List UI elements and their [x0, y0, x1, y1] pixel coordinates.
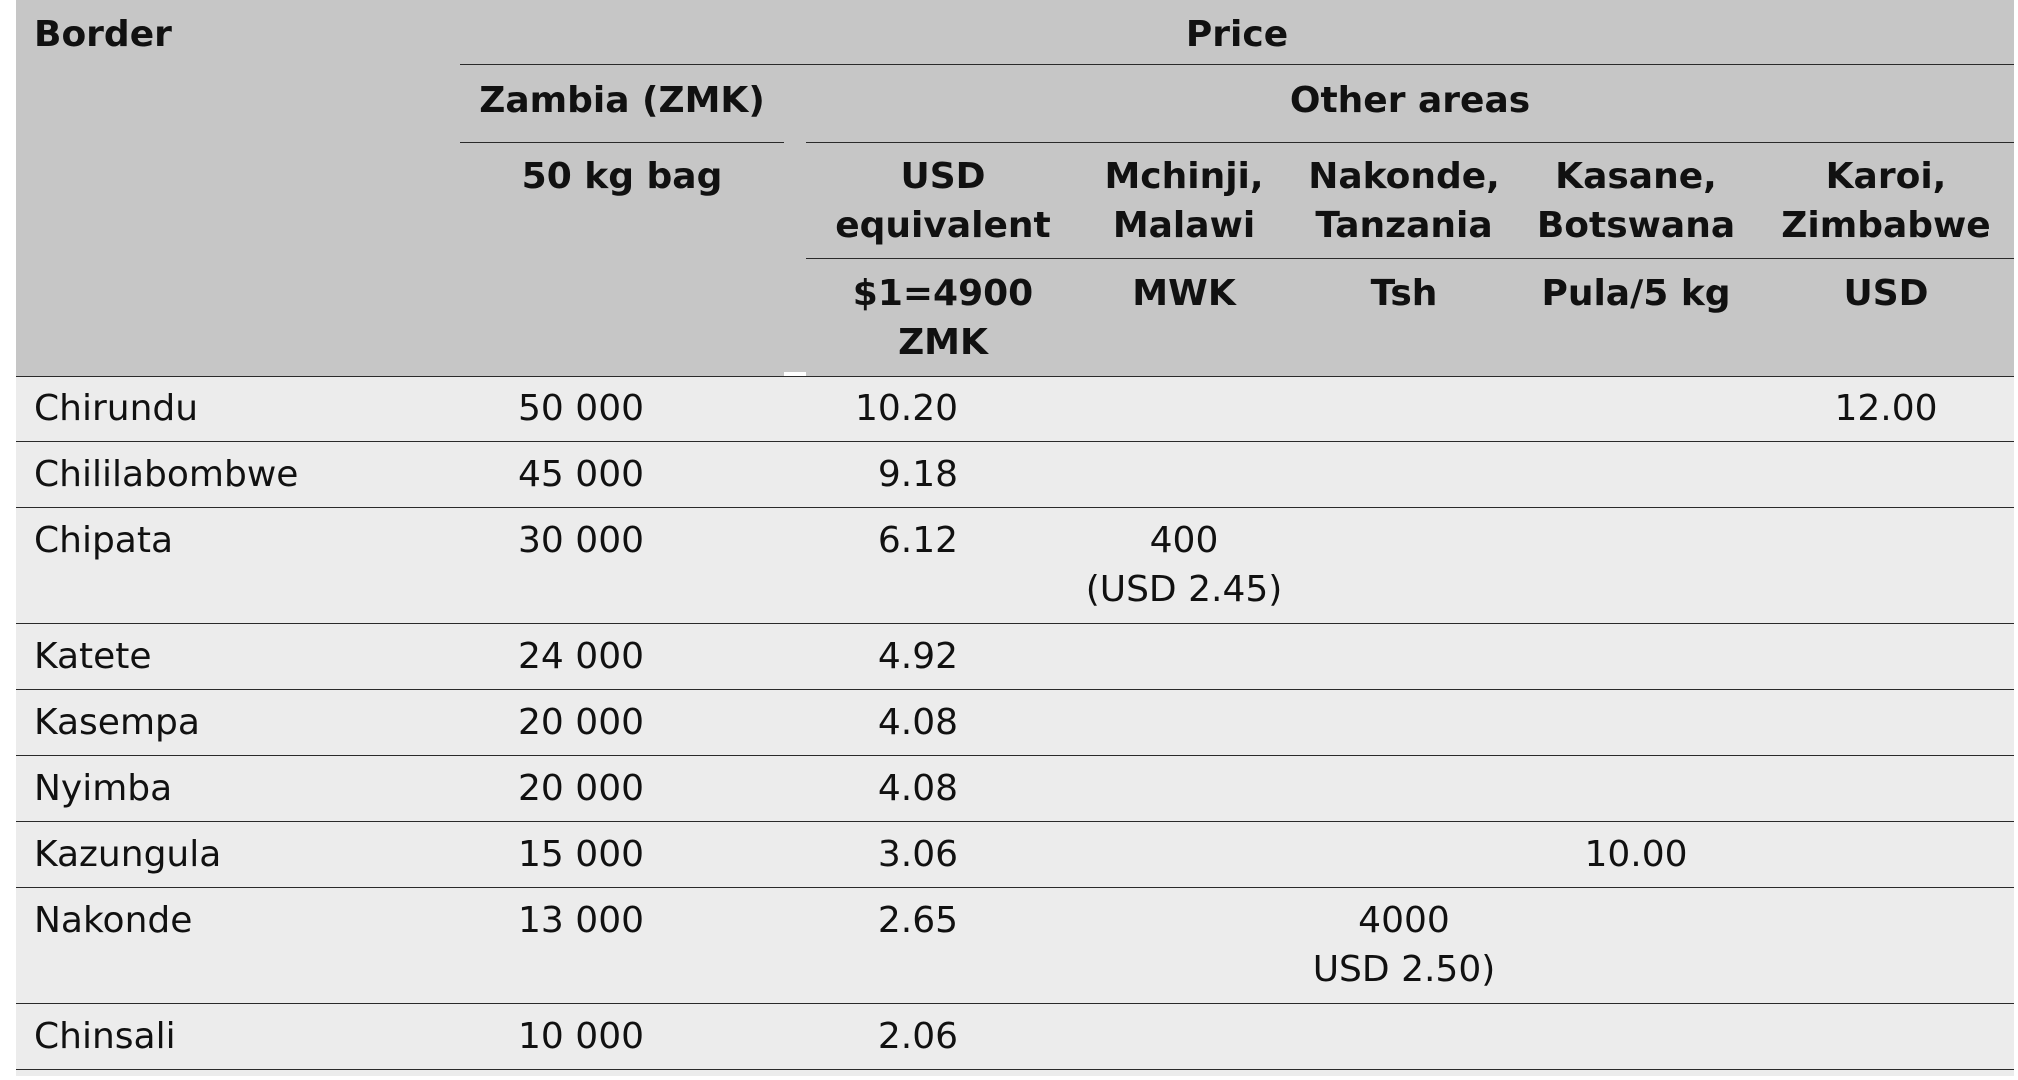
header-line: Mchinji, [1104, 156, 1264, 197]
header-rule [806, 142, 2014, 143]
price-line: 400 [1149, 520, 1219, 561]
table-header-background [16, 0, 2014, 376]
zmk-price: 13 000 [518, 900, 644, 941]
header-mwk: MWK [1132, 273, 1236, 314]
row-rule [16, 623, 2014, 624]
header-bag: 50 kg bag [521, 156, 723, 197]
header-line: Karoi, [1825, 156, 1947, 197]
header-other-areas: Other areas [1289, 80, 1531, 121]
border-name: Kasempa [34, 702, 200, 743]
header-nakonde: Nakonde, Tanzania [1308, 152, 1500, 250]
zmk-price: 10 000 [518, 1016, 644, 1057]
header-rule [460, 64, 2014, 65]
zmk-price: 30 000 [518, 520, 644, 561]
header-tsh: Tsh [1370, 273, 1438, 314]
row-rule [16, 755, 2014, 756]
zmk-price: 45 000 [518, 454, 644, 495]
zmk-price: 20 000 [518, 702, 644, 743]
header-line: Botswana [1536, 205, 1736, 246]
usd-equivalent: 6.12 [877, 520, 958, 561]
row-rule [16, 507, 2014, 508]
header-border: Border [34, 14, 172, 55]
header-line: Tanzania [1315, 205, 1493, 246]
usd-equivalent: 4.08 [877, 702, 958, 743]
header-line: USD [900, 156, 986, 197]
karoi-price: 12.00 [1834, 388, 1938, 429]
header-price: Price [1185, 14, 1289, 55]
row-rule [16, 1003, 2014, 1004]
usd-equivalent: 4.08 [877, 768, 958, 809]
header-kasane: Kasane, Botswana [1537, 152, 1735, 250]
header-karoi: Karoi, Zimbabwe [1781, 152, 1990, 250]
border-name: Kazungula [34, 834, 222, 875]
header-line: Zimbabwe [1781, 205, 1991, 246]
usd-equivalent: 4.92 [877, 636, 958, 677]
usd-equivalent: 2.65 [877, 900, 958, 941]
header-line: equivalent [835, 205, 1051, 246]
border-name: Katete [34, 636, 152, 677]
header-exchange-rate: $1=4900 ZMK [853, 269, 1033, 367]
border-name: Nyimba [34, 768, 173, 809]
header-rule [460, 142, 784, 143]
zmk-price: 15 000 [518, 834, 644, 875]
price-line: USD 2.50) [1312, 949, 1496, 990]
zmk-price: 20 000 [518, 768, 644, 809]
header-rule [806, 258, 2014, 259]
usd-equivalent: 3.06 [877, 834, 958, 875]
row-rule [16, 441, 2014, 442]
mchinji-price: 400 (USD 2.45) [1086, 516, 1283, 614]
kasane-price: 10.00 [1584, 834, 1688, 875]
header-zambia: Zambia (ZMK) [479, 80, 765, 121]
header-bottom-rule [16, 376, 2014, 377]
row-rule [16, 689, 2014, 690]
header-line: Nakonde, [1308, 156, 1500, 197]
usd-equivalent: 9.18 [877, 454, 958, 495]
row-rule [16, 887, 2014, 888]
column-gap [784, 372, 806, 376]
row-rule [16, 1069, 2014, 1070]
table-body-background [16, 376, 2014, 1076]
border-name: Chipata [34, 520, 174, 561]
usd-equivalent: 2.06 [877, 1016, 958, 1057]
zmk-price: 50 000 [518, 388, 644, 429]
header-line: $1=4900 [852, 273, 1034, 314]
nakonde-price: 4000 USD 2.50) [1313, 896, 1496, 994]
price-line: (USD 2.45) [1085, 569, 1283, 610]
header-usd: USD [1843, 273, 1929, 314]
header-line: Malawi [1112, 205, 1256, 246]
border-name: Chirundu [34, 388, 199, 429]
header-line: ZMK [898, 322, 988, 363]
header-line: Kasane, [1555, 156, 1717, 197]
header-mchinji: Mchinji, Malawi [1104, 152, 1263, 250]
border-name: Chililabombwe [34, 454, 299, 495]
header-usd-equivalent: USD equivalent [835, 152, 1051, 250]
price-table: Border Price Zambia (ZMK) Other areas 50… [16, 0, 2014, 1076]
header-pula: Pula/5 kg [1541, 273, 1731, 314]
row-rule [16, 821, 2014, 822]
zmk-price: 24 000 [518, 636, 644, 677]
border-name: Nakonde [34, 900, 193, 941]
price-line: 4000 [1358, 900, 1450, 941]
usd-equivalent: 10.20 [854, 388, 958, 429]
border-name: Chinsali [34, 1016, 176, 1057]
